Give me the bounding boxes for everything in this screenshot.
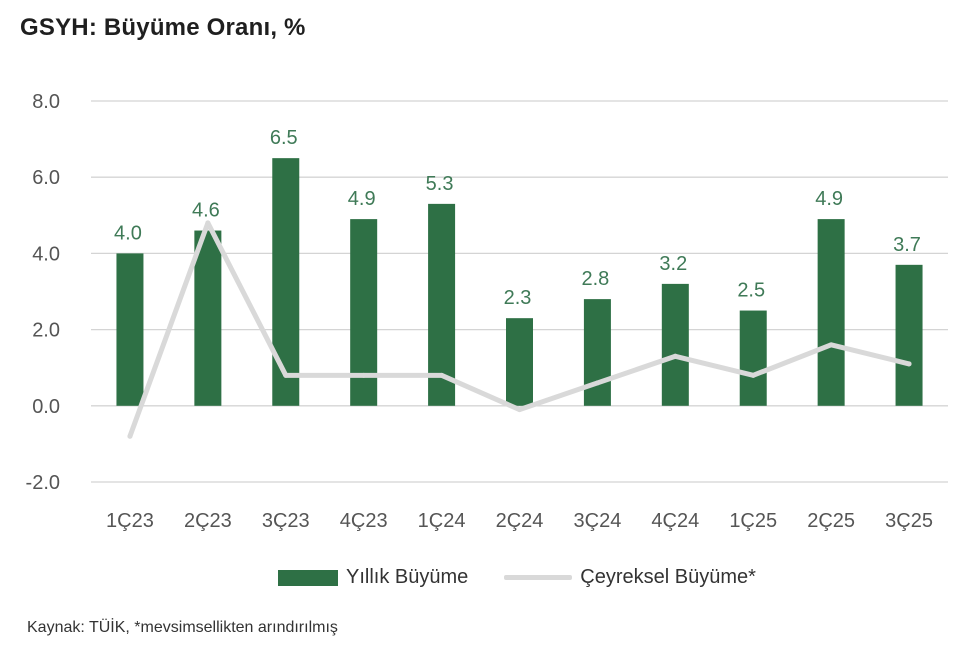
- line-point: [283, 372, 289, 378]
- legend-label-quarterly: Çeyreksel Büyüme*: [580, 566, 756, 588]
- y-axis-ticks: 8.0 6.0 4.0 2.0 0.0 -2.0: [26, 91, 60, 494]
- bar-data-label: 4.0: [114, 222, 142, 244]
- legend-label-annual: Yıllık Büyüme: [346, 566, 469, 588]
- line-point: [517, 407, 522, 413]
- bar-series: [116, 158, 923, 406]
- y-tick-label: 2.0: [32, 320, 60, 342]
- x-axis-ticks: 1Ç23 2Ç23 3Ç23 4Ç23 1Ç24 2Ç24 3Ç24 4Ç24 1Ç25 2Ç25…: [106, 510, 933, 532]
- bar-annual-growth: [661, 283, 689, 406]
- bar-data-label: 2.3: [504, 287, 532, 309]
- chart-title: GSYH: Büyüme Oranı, %: [20, 14, 306, 41]
- x-tick-label: 2Ç23: [184, 510, 232, 532]
- x-tick-label: 1Ç23: [106, 510, 154, 532]
- legend-swatch-bar: [278, 569, 338, 586]
- y-tick-label: 6.0: [32, 167, 60, 189]
- bar-data-label: 2.5: [737, 280, 765, 302]
- line-point: [361, 372, 367, 378]
- bar-data-labels: 4.0 4.6 6.5 4.9 5.3 2.3 2.8 3.2 2.5 4.9 3.7: [114, 127, 921, 309]
- y-tick-label: -2.0: [26, 472, 60, 494]
- line-point: [439, 372, 445, 378]
- bar-annual-growth: [506, 318, 533, 406]
- bar-data-label: 6.5: [270, 127, 298, 149]
- legend-item-annual: Yıllık Büyüme: [278, 566, 468, 589]
- y-tick-label: 4.0: [32, 243, 60, 265]
- bar-annual-growth: [194, 230, 222, 406]
- y-tick-label: 0.0: [32, 396, 60, 418]
- line-point: [750, 372, 756, 378]
- x-tick-label: 2Ç25: [807, 510, 855, 532]
- bar-data-label: 2.8: [582, 268, 610, 290]
- bar-data-label: 4.6: [192, 200, 220, 222]
- bar-annual-growth: [583, 299, 611, 406]
- growth-chart: 8.0 6.0 4.0 2.0 0.0 -2.0 4.0 4.6 6.5 4.9 5.3 2.3 2.…: [26, 91, 948, 532]
- bar-annual-growth: [817, 219, 845, 406]
- bar-annual-growth: [428, 203, 456, 406]
- x-tick-label: 3Ç24: [574, 510, 622, 532]
- source-note: Kaynak: TÜİK, *mevsimsellikten arındırıl…: [27, 619, 338, 636]
- line-point: [205, 220, 211, 226]
- bar-annual-growth: [272, 158, 300, 406]
- bar-annual-growth: [739, 310, 767, 406]
- line-point: [127, 433, 133, 439]
- bar-annual-growth: [895, 264, 923, 406]
- x-tick-label: 3Ç23: [262, 510, 310, 532]
- x-tick-label: 1Ç25: [729, 510, 777, 532]
- line-point: [828, 342, 834, 348]
- bar-data-label: 3.2: [659, 253, 687, 275]
- chart-legend: Yıllık Büyüme Çeyreksel Büyüme*: [278, 566, 792, 589]
- bar-data-label: 4.9: [348, 188, 376, 210]
- x-tick-label: 3Ç25: [885, 510, 933, 532]
- line-point: [906, 361, 912, 367]
- x-tick-label: 4Ç23: [340, 510, 388, 532]
- bar-data-label: 3.7: [893, 234, 921, 256]
- legend-item-quarterly: Çeyreksel Büyüme*: [504, 566, 756, 589]
- x-tick-label: 4Ç24: [651, 510, 699, 532]
- line-point: [672, 353, 678, 359]
- x-tick-label: 1Ç24: [418, 510, 466, 532]
- x-tick-label: 2Ç24: [496, 510, 544, 532]
- y-tick-label: 8.0: [32, 91, 60, 113]
- bar-annual-growth: [116, 253, 144, 406]
- line-series: [127, 220, 912, 439]
- legend-swatch-line: [504, 575, 573, 580]
- bar-data-label: 5.3: [426, 173, 454, 195]
- bar-data-label: 4.9: [815, 188, 843, 210]
- line-point: [594, 380, 600, 386]
